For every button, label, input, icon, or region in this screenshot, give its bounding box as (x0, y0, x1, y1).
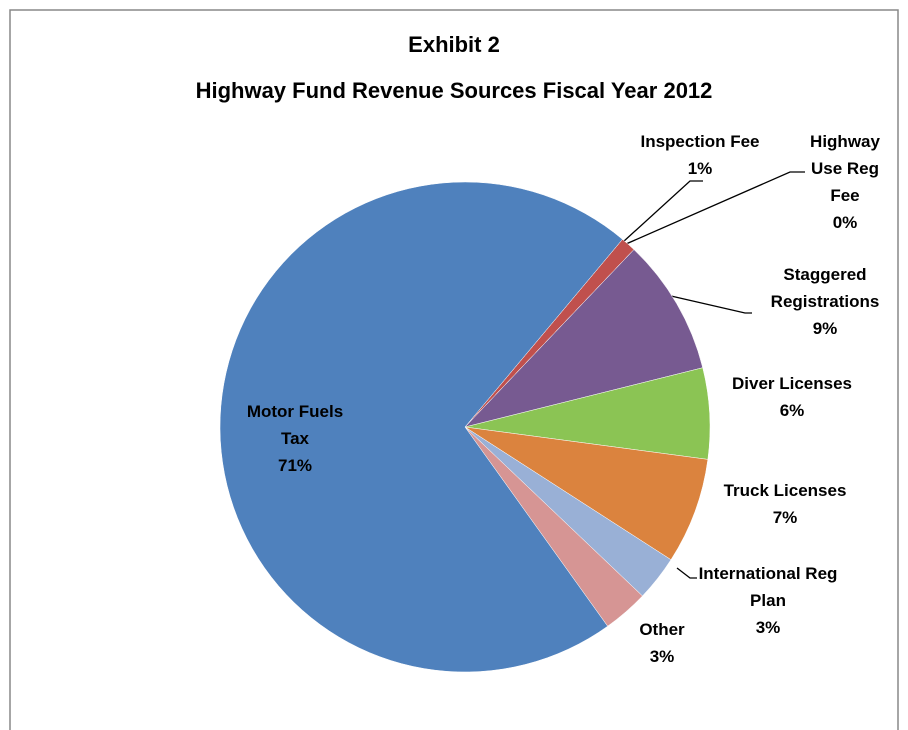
slice-label: Diver Licenses 6% (712, 370, 872, 424)
slice-name: Motor Fuels Tax (246, 402, 344, 448)
slice-value: 9% (812, 319, 838, 338)
pie-slice (464, 426, 709, 561)
slice-name: Truck Licenses (723, 481, 847, 500)
slice-label: Other 3% (627, 616, 697, 670)
slice-label: Highway Use Reg Fee 0% (805, 128, 885, 236)
leader-line (670, 295, 752, 314)
slice-value: 7% (772, 508, 798, 527)
slice-value: 6% (779, 401, 805, 420)
slice-name: International Reg Plan (698, 564, 838, 610)
chart-title: Exhibit 2 (408, 32, 500, 57)
slice-value: 3% (649, 647, 675, 666)
slice-label: Inspection Fee 1% (625, 128, 775, 182)
slice-value: 1% (687, 159, 713, 178)
slice-label: Staggered Registrations 9% (755, 261, 895, 342)
slice-name: Inspection Fee (640, 132, 760, 151)
slice-label: Motor Fuels Tax 71% (235, 398, 355, 479)
chart-subtitle: Highway Fund Revenue Sources Fiscal Year… (195, 78, 713, 103)
slice-name: Diver Licenses (731, 374, 852, 393)
slice-label: International Reg Plan 3% (688, 560, 848, 641)
slice-name: Highway Use Reg Fee (810, 132, 880, 205)
leader-lines (622, 171, 805, 579)
slice-name: Staggered Registrations (770, 265, 880, 311)
slice-label: Truck Licenses 7% (700, 477, 870, 531)
slice-name: Other (639, 620, 685, 639)
chart-frame (9, 9, 899, 730)
slice-value: 3% (755, 618, 781, 637)
slice-value: 71% (277, 456, 313, 475)
slice-value: 0% (832, 213, 858, 232)
pie-slice (464, 249, 704, 428)
leader-line (676, 567, 697, 579)
leader-line (622, 180, 703, 243)
leader-line (625, 171, 805, 245)
pie-slice (219, 181, 623, 673)
